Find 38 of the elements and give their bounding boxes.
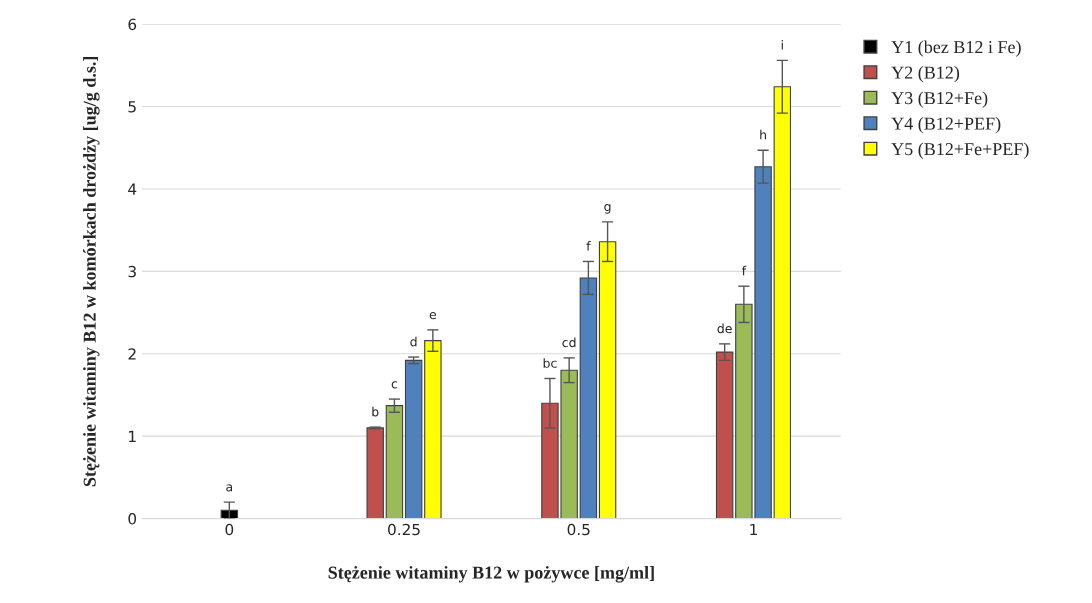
y-tick-label: 5 bbox=[128, 101, 136, 113]
bar bbox=[366, 427, 384, 519]
x-tick-label: 0.25 bbox=[388, 523, 420, 536]
data-label: f bbox=[741, 265, 747, 276]
y-tick-label: 3 bbox=[128, 265, 136, 278]
legend-label: Y1 (bez B12 i Fe) bbox=[891, 40, 1021, 57]
data-label: b bbox=[372, 406, 379, 417]
legend-label: Y3 (B12+Fe) bbox=[891, 91, 988, 108]
data-label: h bbox=[760, 129, 766, 140]
x-tick-label: 1 bbox=[750, 523, 757, 536]
data-label: cd bbox=[562, 337, 576, 348]
data-label: a bbox=[226, 484, 233, 492]
y-tick-label: 6 bbox=[128, 18, 137, 31]
data-label: e bbox=[429, 312, 437, 320]
data-label: d bbox=[410, 336, 417, 347]
bar bbox=[404, 359, 423, 519]
y-axis-title: Stężenie witaminy B12 w komórkach drożdży [ug/g d.s.] bbox=[83, 56, 100, 487]
bar bbox=[715, 351, 734, 519]
y-tick-label: 0 bbox=[128, 513, 137, 525]
x-axis-title: Stężenie witaminy B12 w pożywce [mg/ml] bbox=[328, 566, 654, 583]
bar bbox=[385, 405, 404, 519]
x-tick-label: 0 bbox=[225, 523, 234, 536]
y-tick-label: 1 bbox=[129, 430, 136, 442]
bar bbox=[598, 241, 617, 519]
bar bbox=[579, 277, 598, 519]
data-label: bc bbox=[543, 358, 557, 368]
data-label: c bbox=[391, 381, 398, 389]
legend-label: Y5 (B12+Fe+PEF) bbox=[891, 142, 1029, 159]
data-label: f bbox=[586, 241, 591, 251]
x-tick-label: 0.5 bbox=[567, 523, 590, 536]
y-tick-label: 4 bbox=[128, 183, 137, 195]
data-label: i bbox=[781, 40, 783, 50]
y-tick-label: 2 bbox=[128, 348, 136, 360]
data-label: g bbox=[604, 204, 611, 214]
legend-label: Y2 (B12) bbox=[891, 65, 960, 83]
legend-label: Y4 (B12+PEF) bbox=[891, 117, 1001, 134]
data-label: de bbox=[717, 323, 732, 334]
bar bbox=[424, 340, 442, 519]
